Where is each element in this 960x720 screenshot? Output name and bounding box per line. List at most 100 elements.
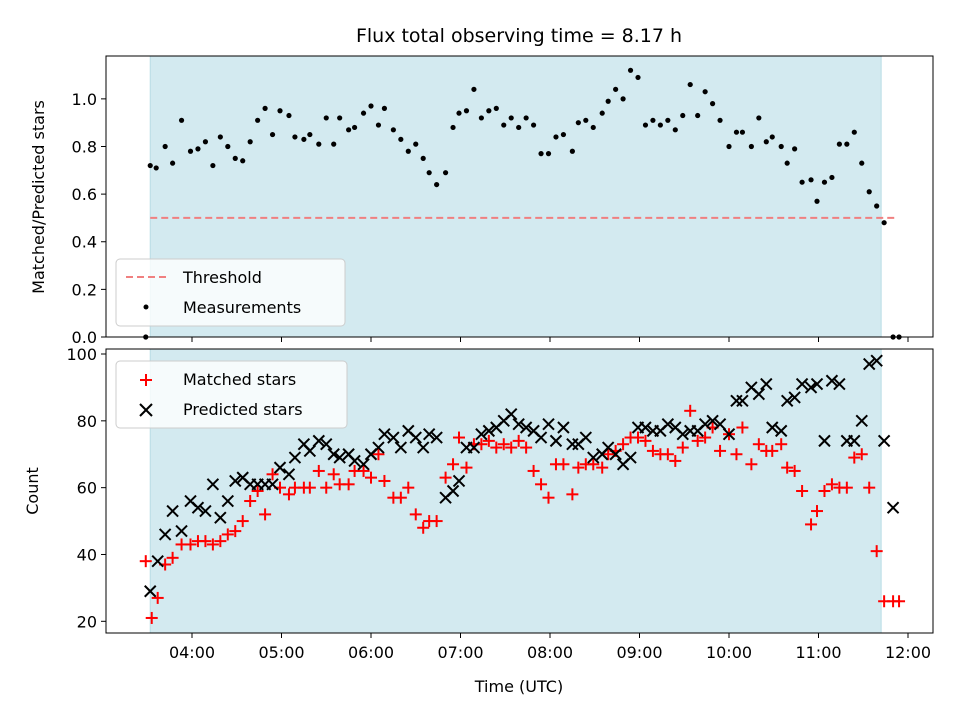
measurement-point: [726, 143, 732, 150]
predicted-star-point: [512, 417, 525, 431]
matched-star-point: [893, 595, 906, 608]
predicted-star-point: [303, 444, 317, 458]
predicted-stars-points: [144, 354, 900, 598]
legend-threshold-label: Threshold: [182, 268, 262, 287]
measurement-point: [613, 86, 619, 92]
measurement-point: [799, 179, 805, 185]
top-y-axis: 0.0 0.2 0.4 0.6 0.8 1.0: [72, 90, 106, 347]
matched-star-point: [430, 515, 443, 528]
matched-star-point: [166, 551, 179, 564]
matched-star-point: [639, 434, 652, 447]
matched-star-point: [394, 491, 407, 504]
measurement-point: [530, 122, 537, 128]
measurement-point: [642, 122, 649, 128]
matched-star-point: [805, 518, 818, 531]
top-legend-box: [115, 258, 346, 327]
predicted-star-point: [312, 434, 325, 448]
legend-predicted-label: Predicted stars: [183, 400, 303, 419]
matched-star-point: [535, 478, 548, 491]
matched-star-point: [676, 441, 689, 454]
matched-star-point: [497, 438, 510, 451]
measurement-point: [316, 141, 322, 147]
matched-star-point: [661, 448, 674, 461]
predicted-star-point: [221, 494, 235, 508]
predicted-star-point: [446, 484, 460, 498]
measurement-point: [375, 122, 382, 128]
predicted-star-point: [151, 554, 164, 568]
predicted-star-point: [825, 374, 839, 387]
predicted-star-point: [191, 501, 205, 514]
predicted-star-point: [206, 478, 220, 491]
matched-star-point: [520, 441, 533, 454]
predicted-star-point: [760, 377, 773, 391]
predicted-star-point: [288, 451, 302, 464]
measurement-point: [331, 141, 337, 147]
matched-star-point: [745, 458, 758, 471]
measurement-point: [821, 179, 828, 185]
matched-star-point: [282, 488, 295, 501]
measurement-point: [351, 124, 358, 131]
measurement-point: [516, 124, 522, 131]
matched-star-point: [453, 431, 466, 444]
matched-star-point: [818, 485, 831, 497]
measurement-point: [450, 124, 456, 131]
matched-star-point: [736, 421, 749, 434]
measurement-point: [337, 115, 343, 121]
matched-star-point: [221, 528, 234, 541]
matched-star-point: [139, 555, 152, 568]
matched-star-point: [327, 468, 340, 481]
matched-star-point: [320, 481, 333, 494]
measurement-point: [262, 105, 268, 111]
predicted-star-point: [333, 451, 346, 464]
matched-star-point: [863, 481, 876, 494]
measurement-point: [398, 136, 404, 142]
predicted-star-point: [587, 451, 600, 464]
predicted-star-point: [158, 528, 172, 541]
x-tick-label: 05:00: [258, 643, 304, 662]
predicted-star-point: [752, 387, 766, 401]
x-tick-label: 11:00: [795, 643, 841, 662]
matched-star-point: [855, 448, 868, 461]
x-tick-label: 12:00: [885, 643, 931, 662]
x-tick-label: 09:00: [616, 643, 662, 662]
measurement-point: [225, 143, 231, 150]
matched-star-point: [542, 491, 555, 504]
predicted-star-point: [394, 441, 408, 454]
bottom-y-axis: 20 40 60 80 100: [66, 345, 106, 631]
measurement-point: [269, 131, 276, 138]
measurement-point: [368, 103, 374, 109]
matched-star-point: [766, 444, 779, 457]
matched-star-point: [378, 474, 391, 487]
x-tick-label: 08:00: [527, 643, 573, 662]
matched-star-point: [372, 448, 385, 461]
measurement-point: [627, 67, 634, 73]
matched-star-point: [357, 464, 370, 477]
predicted-star-point: [661, 417, 675, 431]
measurement-point: [605, 98, 611, 104]
x-tick-label: 07:00: [437, 643, 483, 662]
measurement-point: [769, 134, 775, 140]
measurement-point: [680, 112, 686, 119]
matched-star-point: [439, 471, 452, 484]
x-tick-label: 04:00: [169, 643, 215, 662]
matched-star-point: [460, 461, 473, 474]
measurement-point: [178, 117, 185, 123]
measurement-point: [739, 129, 746, 135]
measurement-point: [486, 108, 492, 114]
matched-star-point: [870, 545, 883, 558]
measurement-point: [635, 74, 641, 81]
legend-matched-swatch: [140, 374, 152, 386]
matched-star-point: [632, 431, 645, 444]
y-tick-label: 1.0: [72, 90, 97, 109]
matched-star-point: [669, 454, 682, 467]
measurement-point: [247, 139, 253, 145]
chart-title: Flux total observing time = 8.17 h: [356, 25, 682, 47]
legend-predicted-swatch: [139, 403, 153, 417]
measurement-point: [545, 151, 552, 157]
measurement-point: [478, 115, 484, 121]
measurement-point: [814, 198, 820, 204]
predicted-star-point: [766, 421, 779, 434]
measurement-point: [217, 134, 223, 140]
measurement-point: [881, 220, 887, 226]
predicted-star-point: [505, 407, 518, 421]
